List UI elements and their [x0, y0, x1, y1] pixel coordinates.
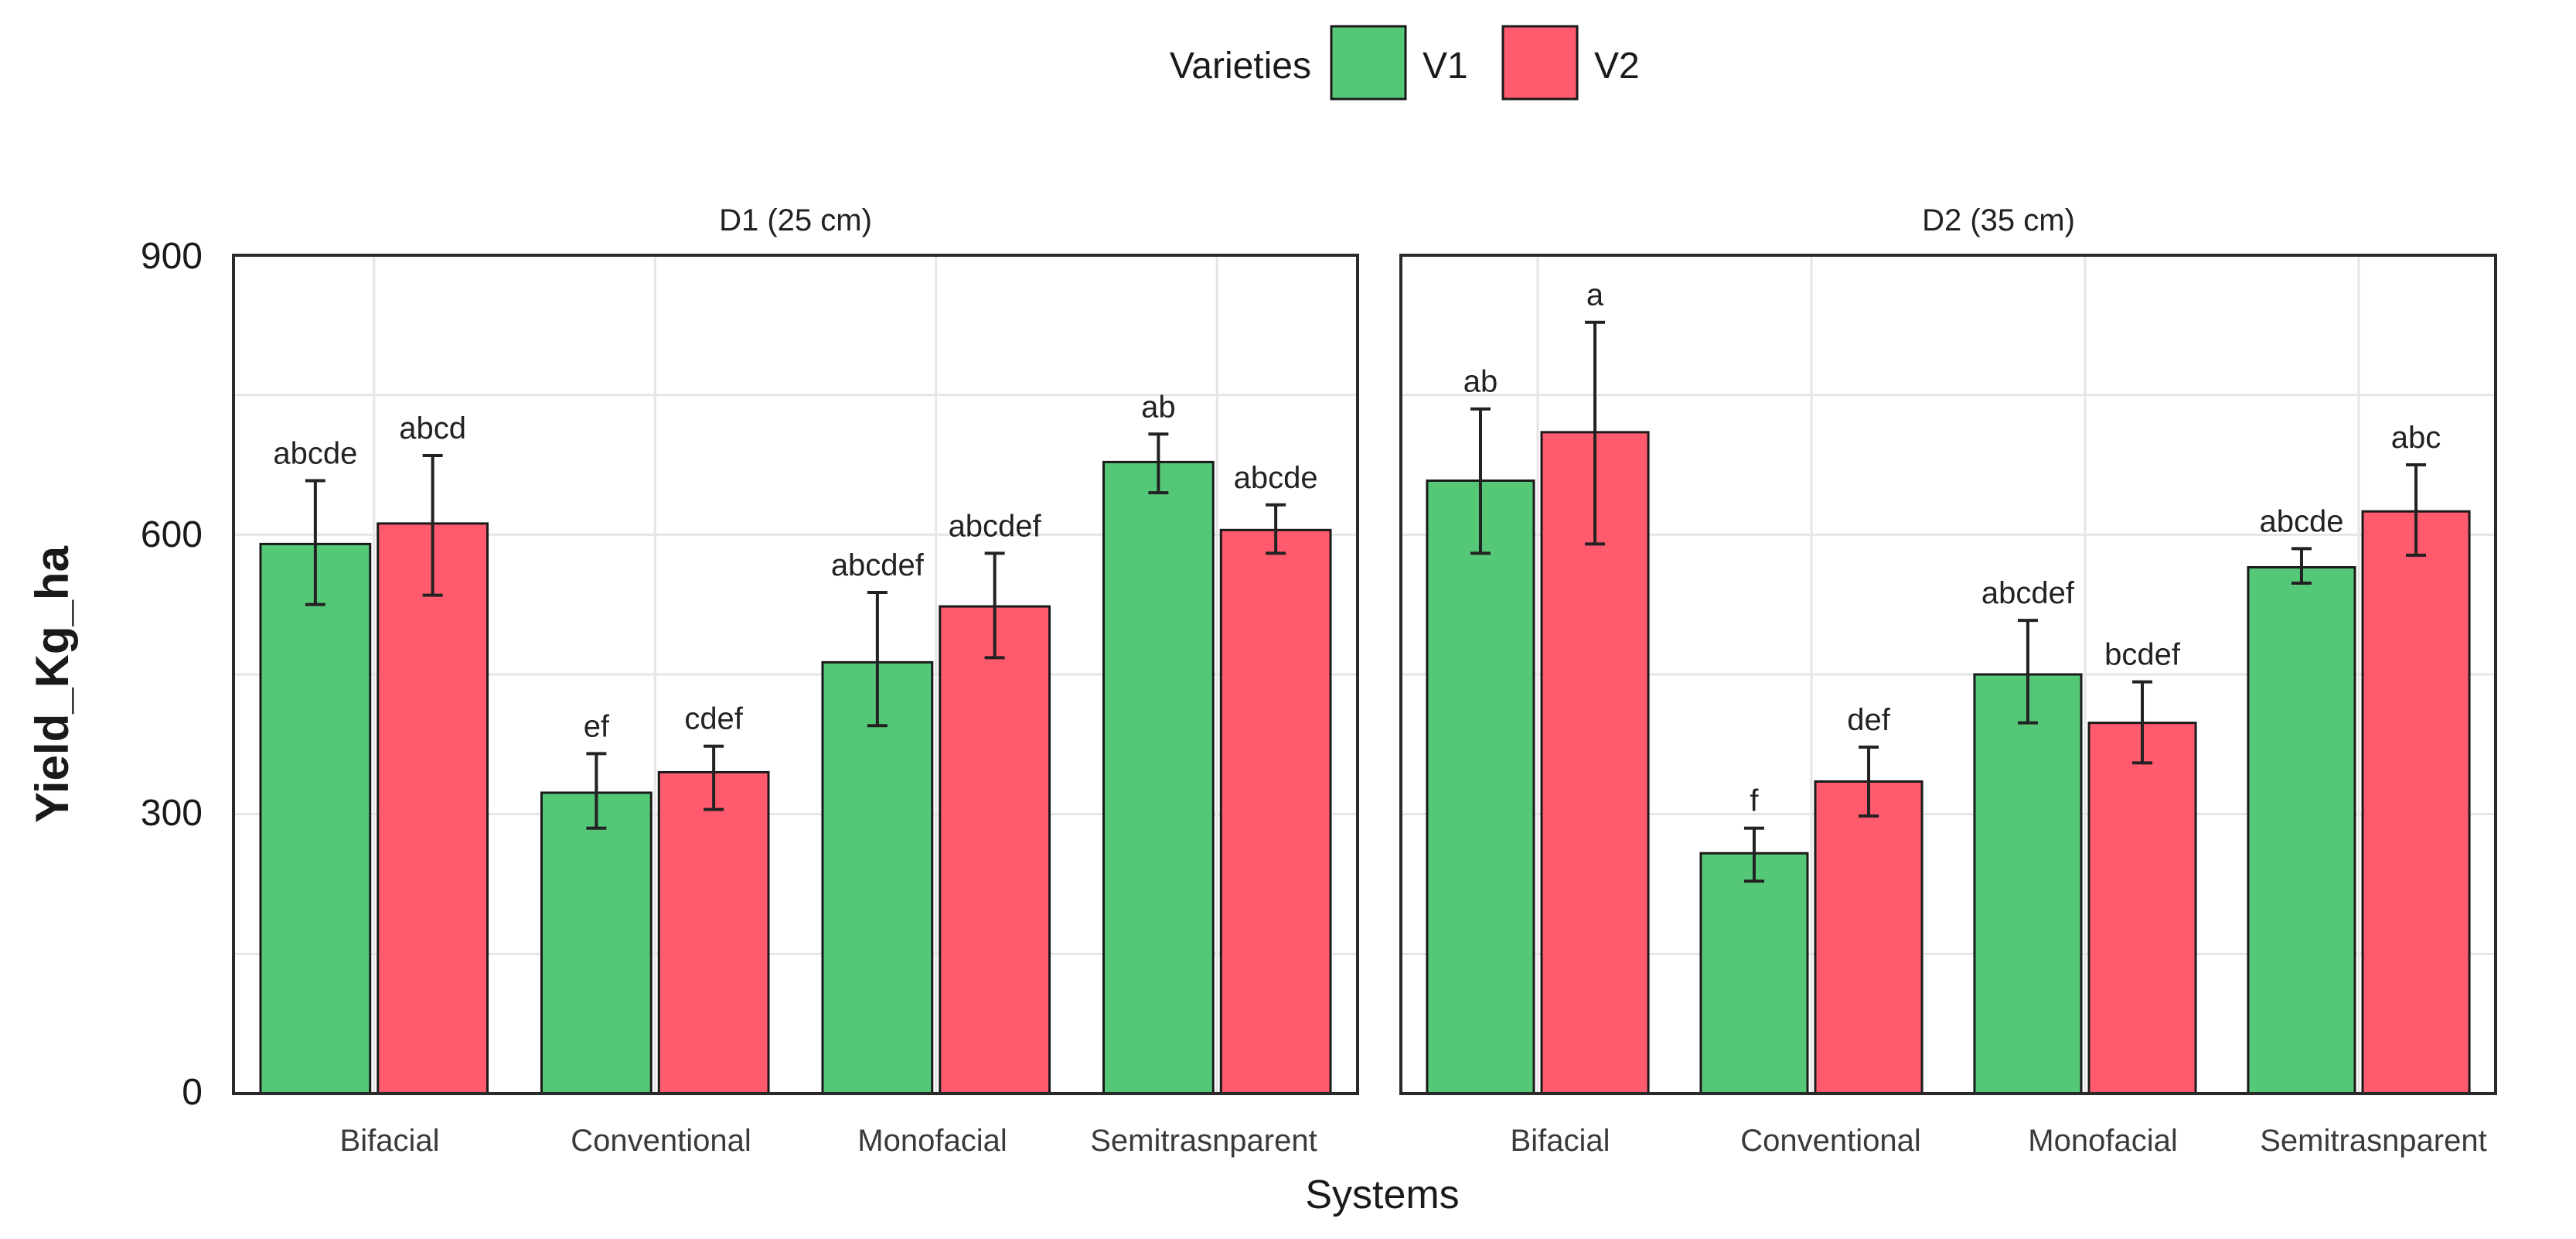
x-tick-d1-monofacial: Monofacial — [857, 1124, 1007, 1158]
bar-v1-bifacial — [259, 542, 372, 1095]
x-tick-d2-semitrasnparent: Semitrasnparent — [2260, 1124, 2486, 1158]
bar-v1-monofacial — [821, 660, 934, 1095]
bar-v1-semitrasnparent — [1102, 460, 1215, 1095]
legend-swatch-v1 — [1330, 25, 1407, 101]
significance-label: abcde — [1234, 461, 1318, 495]
bar-v2-monofacial — [939, 605, 1051, 1095]
bar-v2-bifacial — [377, 522, 489, 1095]
legend-title: Varieties — [1170, 46, 1311, 87]
legend-label-v2: V2 — [1594, 46, 1640, 87]
legend-label-v1: V1 — [1423, 46, 1468, 87]
significance-label: abcdef — [1981, 576, 2075, 610]
bar-v1-conventional — [540, 791, 653, 1095]
bar-v1-conventional — [1699, 852, 1809, 1095]
bar-v2-monofacial — [2087, 722, 2197, 1095]
significance-label: abcd — [399, 411, 466, 445]
y-tick-600: 600 — [141, 514, 203, 555]
significance-label: abc — [2391, 421, 2441, 455]
y-tick-900: 900 — [141, 236, 203, 277]
significance-label: def — [1847, 703, 1890, 737]
significance-label: ef — [584, 709, 610, 743]
x-tick-d1-semitrasnparent: Semitrasnparent — [1090, 1124, 1317, 1158]
significance-label: ab — [1463, 365, 1498, 399]
significance-label: abcde — [2259, 504, 2343, 538]
x-axis-title: Systems — [1305, 1172, 1459, 1217]
significance-label: abcdef — [949, 509, 1042, 543]
significance-label: f — [1750, 784, 1759, 818]
facet-label-d2: D2 (35 cm) — [1922, 203, 2075, 237]
bar-v1-monofacial — [1973, 673, 2083, 1095]
x-tick-d2-bifacial: Bifacial — [1511, 1124, 1610, 1158]
significance-label: ab — [1141, 390, 1176, 424]
panel-d2: ab f abcdef abcde a def bcdef abc — [1399, 254, 2497, 1095]
bar-v2-conventional — [657, 770, 770, 1095]
y-axis-title: Yield_Kg_ha — [26, 545, 78, 823]
x-tick-d2-monofacial: Monofacial — [2028, 1124, 2177, 1158]
x-tick-d2-conventional: Conventional — [1740, 1124, 1921, 1158]
legend: Varieties V1 V2 — [1170, 25, 1640, 101]
bar-v2-conventional — [1814, 780, 1923, 1095]
panel-border — [232, 254, 1359, 1095]
x-tick-d1-bifacial: Bifacial — [340, 1124, 440, 1158]
significance-label: abcdef — [831, 548, 925, 582]
x-tick-d1-conventional: Conventional — [571, 1124, 751, 1158]
bar-v2-semitrasnparent — [1219, 528, 1332, 1095]
panel-d1: abcde ef abcdef ab abcd cdef abcdef abcde — [232, 254, 1359, 1095]
significance-label: a — [1586, 278, 1604, 312]
significance-label: bcdef — [2104, 638, 2181, 672]
significance-label: cdef — [684, 702, 743, 736]
panel-border — [1399, 254, 2497, 1095]
significance-label: abcde — [273, 436, 357, 470]
bar-v2-semitrasnparent — [2361, 510, 2471, 1095]
y-tick-0: 0 — [182, 1072, 203, 1113]
bar-v1-bifacial — [1426, 479, 1535, 1095]
bar-v1-semitrasnparent — [2247, 565, 2356, 1095]
y-tick-300: 300 — [141, 793, 203, 834]
facet-label-d1: D1 (25 cm) — [719, 203, 872, 237]
legend-swatch-v2 — [1501, 25, 1579, 101]
